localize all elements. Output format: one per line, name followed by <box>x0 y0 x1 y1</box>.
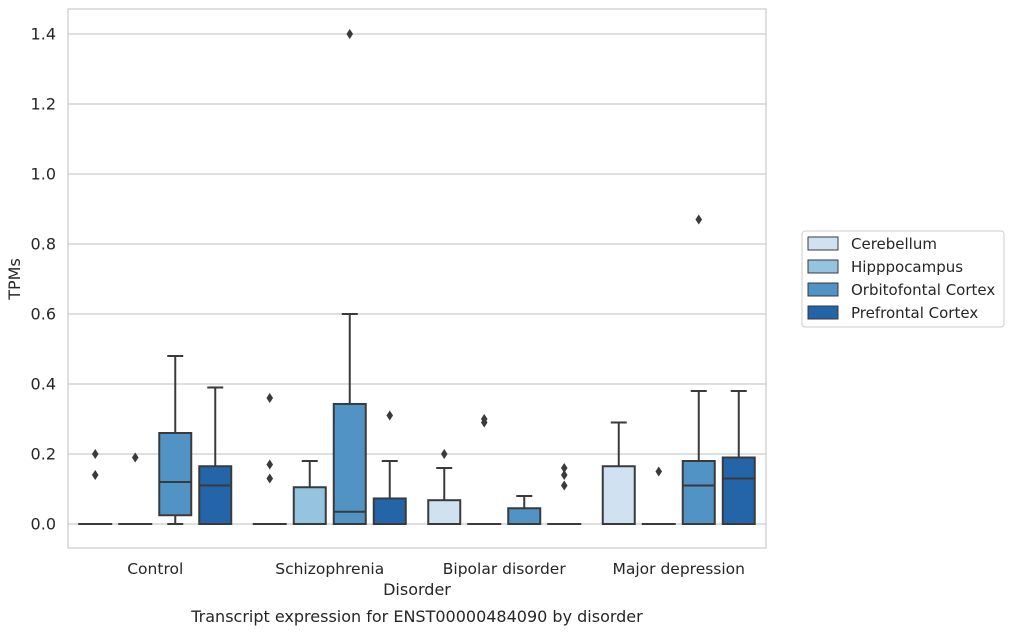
outlier-point <box>440 449 448 459</box>
legend-swatch <box>807 305 839 320</box>
outlier-point <box>91 449 99 459</box>
box-hipppocampus <box>118 452 153 526</box>
outlier-point <box>560 480 568 491</box>
plot-frame <box>67 8 767 549</box>
box-body <box>332 402 367 526</box>
x-tick-label: Major depression <box>612 560 745 578</box>
box-prefrontal-cortex <box>721 390 756 525</box>
outlier-point <box>91 470 99 480</box>
box-body <box>158 432 193 517</box>
outlier-point <box>386 410 394 421</box>
x-tick-label: Bipolar disorder <box>443 560 567 578</box>
y-tick-label: 0.4 <box>31 375 56 394</box>
outlier-point <box>266 473 274 484</box>
x-tick-label: Schizophrenia <box>275 560 384 578</box>
outlier-point <box>346 29 354 39</box>
y-tick-labels: 0.0 0.2 0.4 0.6 0.8 1.0 1.2 1.4 <box>31 25 56 534</box>
legend: Cerebellum Hipppocampus Orbitofontal Corte… <box>801 230 1005 328</box>
outlier-point <box>655 466 663 477</box>
box-cerebellum <box>601 421 636 525</box>
box-body <box>292 486 327 525</box>
legend-label: Hipppocampus <box>851 258 963 276</box>
box-body <box>372 497 407 526</box>
legend-label: Orbitofontal Cortex <box>851 281 995 299</box>
outlier-point <box>560 463 568 473</box>
y-tick-label: 0.8 <box>31 235 56 254</box>
outlier-point <box>480 414 488 424</box>
outlier-point <box>266 393 274 403</box>
y-tick-label: 0.6 <box>31 305 56 324</box>
box-hipppocampus <box>641 466 676 526</box>
box-cerebellum <box>78 449 113 526</box>
box-prefrontal-cortex <box>372 410 407 526</box>
box-prefrontal-cortex <box>547 463 582 526</box>
box-hipppocampus <box>467 414 502 526</box>
chart-caption: Transcript expression for ENST0000048409… <box>190 607 643 626</box>
box-body <box>721 456 756 525</box>
y-tick-label: 1.0 <box>31 165 56 184</box>
box-body <box>198 465 233 525</box>
box-cerebellum <box>427 449 462 526</box>
outlier-point <box>695 214 703 225</box>
legend-label: Prefrontal Cortex <box>851 304 978 322</box>
x-axis-label: Disorder <box>383 580 451 599</box>
box-prefrontal-cortex <box>198 386 233 525</box>
legend-swatch <box>807 259 839 274</box>
box-body <box>427 499 462 526</box>
x-tick-label: Control <box>127 560 183 578</box>
box-orbitofontal-cortex <box>681 214 716 525</box>
box-orbitofontal-cortex <box>332 29 367 526</box>
y-tick-label: 1.4 <box>31 25 56 44</box>
x-tick-labels: Control Schizophrenia Bipolar disorder Majo… <box>127 560 745 578</box>
outlier-point <box>560 470 568 480</box>
box-body <box>681 460 716 525</box>
y-tick-label: 0.2 <box>31 445 56 464</box>
box-hipppocampus <box>292 460 327 525</box>
y-tick-label: 1.2 <box>31 95 56 114</box>
box-orbitofontal-cortex <box>158 355 193 525</box>
legend-swatch <box>807 282 839 297</box>
box-orbitofontal-cortex <box>507 495 542 525</box>
legend-swatch <box>807 236 839 251</box>
legend-frame <box>801 230 1005 328</box>
y-axis-label: TPMs <box>5 258 24 301</box>
box-layer <box>78 29 756 526</box>
outlier-point <box>266 459 274 470</box>
legend-label: Cerebellum <box>851 235 937 253</box>
box-cerebellum <box>252 393 287 526</box>
y-tick-label: 0.0 <box>31 515 56 534</box>
box-body <box>601 465 636 525</box>
outlier-point <box>131 452 139 463</box>
box-body <box>507 507 542 525</box>
